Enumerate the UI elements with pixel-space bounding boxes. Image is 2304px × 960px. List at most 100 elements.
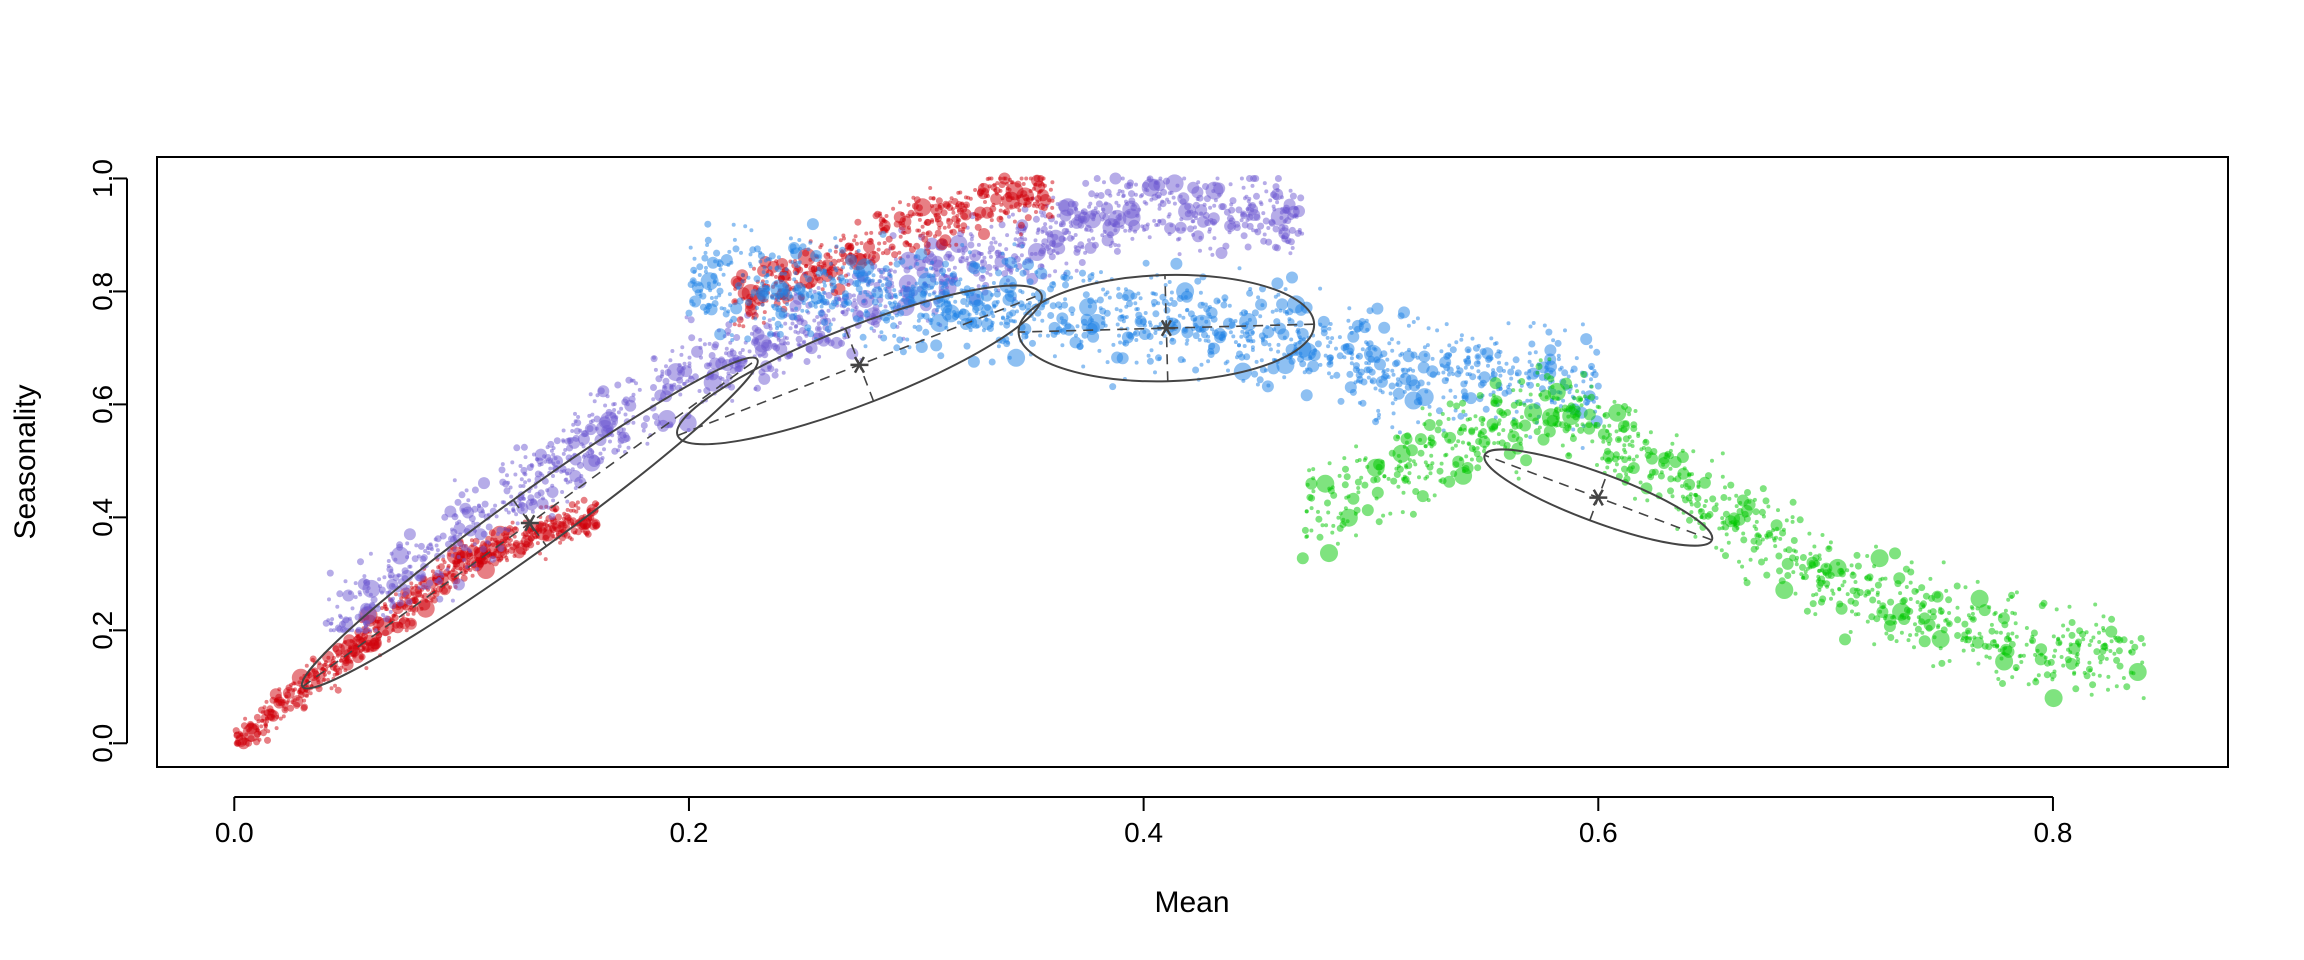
data-point (940, 285, 945, 290)
data-point (1091, 236, 1096, 241)
data-point (2112, 651, 2117, 656)
data-point (1676, 451, 1689, 463)
data-point (546, 486, 559, 498)
data-point (854, 241, 859, 246)
data-point (900, 212, 905, 216)
data-point (831, 317, 836, 322)
data-point (1630, 439, 1635, 444)
data-point (1486, 354, 1494, 362)
data-point (572, 434, 580, 442)
data-point (2098, 660, 2103, 665)
data-point (934, 267, 939, 272)
data-point (911, 212, 916, 217)
data-point (876, 247, 881, 252)
data-point (489, 555, 497, 563)
data-point (452, 478, 457, 483)
data-point (1612, 451, 1620, 459)
data-point (726, 332, 731, 337)
data-point (1258, 314, 1263, 319)
data-point (765, 285, 770, 290)
data-point (2094, 622, 2099, 627)
data-point (510, 520, 515, 525)
data-point (1355, 379, 1360, 384)
data-point (1283, 287, 1288, 292)
data-point (1254, 228, 1259, 233)
data-point (901, 220, 906, 225)
data-point (1996, 677, 2001, 681)
data-point (1497, 418, 1502, 423)
data-point (1913, 622, 1917, 627)
data-point (770, 295, 775, 300)
data-point (1001, 176, 1006, 181)
data-point (794, 306, 799, 311)
data-point (331, 628, 336, 633)
data-point (2089, 681, 2097, 689)
data-point (698, 337, 703, 342)
data-point (332, 645, 340, 653)
data-point (1567, 390, 1572, 395)
data-point (1359, 399, 1367, 407)
data-point (378, 586, 386, 594)
data-point (391, 596, 395, 601)
data-point (1884, 631, 1889, 636)
data-point (1081, 278, 1086, 283)
data-point (1922, 592, 1930, 600)
data-point (760, 281, 765, 286)
data-point (2053, 648, 2058, 653)
data-point (980, 274, 985, 279)
data-point (1152, 310, 1160, 318)
data-point (1627, 442, 1632, 447)
data-point (842, 333, 847, 337)
data-point (1272, 225, 1280, 233)
data-point (1555, 396, 1560, 401)
data-point (561, 438, 566, 443)
data-point (850, 301, 858, 309)
data-point (1737, 559, 1741, 564)
data-point (1452, 461, 1460, 469)
data-point (885, 280, 893, 288)
y-tick-label: 0.6 (87, 385, 118, 424)
data-point (680, 345, 685, 350)
data-point (1450, 446, 1455, 451)
data-point (1235, 206, 1243, 214)
data-point (1001, 270, 1009, 278)
data-point (1658, 452, 1671, 465)
data-point (464, 488, 469, 493)
data-point (568, 501, 576, 509)
data-point (928, 321, 933, 325)
data-point (1153, 292, 1158, 297)
data-point (1272, 207, 1277, 212)
data-point (709, 357, 722, 370)
series-points (685, 218, 1603, 450)
data-point (1328, 340, 1333, 345)
data-point (506, 528, 511, 533)
data-point (808, 240, 813, 245)
data-point (678, 392, 683, 397)
data-point (1988, 627, 1996, 635)
data-point (761, 270, 766, 275)
data-point (1335, 541, 1340, 546)
data-point (1528, 435, 1533, 440)
data-point (1385, 357, 1390, 362)
data-point (517, 498, 522, 503)
data-point (893, 257, 898, 262)
data-point (2131, 643, 2139, 651)
data-point (558, 540, 563, 545)
data-point (883, 286, 888, 291)
data-point (989, 176, 994, 181)
data-point (989, 224, 994, 229)
data-point (358, 628, 363, 633)
data-point (1007, 348, 1026, 367)
data-point (1010, 212, 1015, 217)
data-point (1878, 609, 1883, 614)
data-point (1429, 439, 1437, 447)
data-point (1102, 180, 1106, 185)
data-point (1425, 343, 1430, 348)
data-point (1123, 228, 1128, 233)
data-point (1391, 411, 1396, 416)
data-point (1748, 557, 1753, 562)
data-point (779, 324, 784, 329)
data-point (518, 464, 523, 468)
data-point (1164, 222, 1177, 235)
data-point (817, 354, 822, 359)
